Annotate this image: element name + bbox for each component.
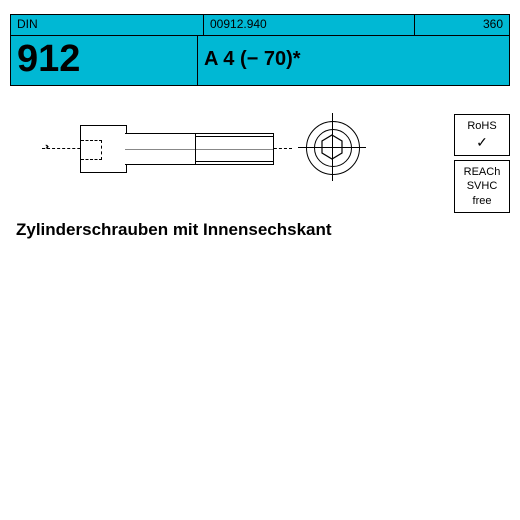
- bolt-shank: [125, 133, 274, 165]
- reach-line1: REACh: [459, 165, 505, 179]
- product-description: Zylinderschrauben mit Innensechskant: [16, 220, 332, 240]
- reach-badge: REACh SVHC free: [454, 160, 510, 213]
- thread-bottom: [195, 161, 273, 162]
- shank-centerline: [125, 149, 273, 150]
- technical-drawing: › › ›: [60, 105, 400, 195]
- thread-start-line: [195, 134, 196, 164]
- reach-line2: SVHC: [459, 179, 505, 193]
- check-icon: ✓: [459, 133, 505, 151]
- header-right-number: 360: [415, 15, 509, 35]
- standard-number: 912: [11, 36, 198, 85]
- header-band: DIN 00912.940 360 912 A 4 (− 70)*: [10, 14, 510, 86]
- rohs-label: RoHS: [459, 119, 505, 133]
- bolt-head: [80, 125, 127, 173]
- hex-recess-dashed: [81, 140, 102, 160]
- reach-line3: free: [459, 194, 505, 208]
- header-din-label: DIN: [11, 15, 204, 35]
- rohs-badge: RoHS ✓: [454, 114, 510, 156]
- hex-socket-icon: [318, 133, 346, 161]
- material-grade: A 4 (− 70)*: [198, 36, 509, 85]
- front-view: [306, 121, 358, 173]
- header-bottom-row: 912 A 4 (− 70)*: [11, 36, 509, 85]
- header-top-row: DIN 00912.940 360: [11, 15, 509, 36]
- header-code: 00912.940: [204, 15, 415, 35]
- thread-top: [195, 136, 273, 137]
